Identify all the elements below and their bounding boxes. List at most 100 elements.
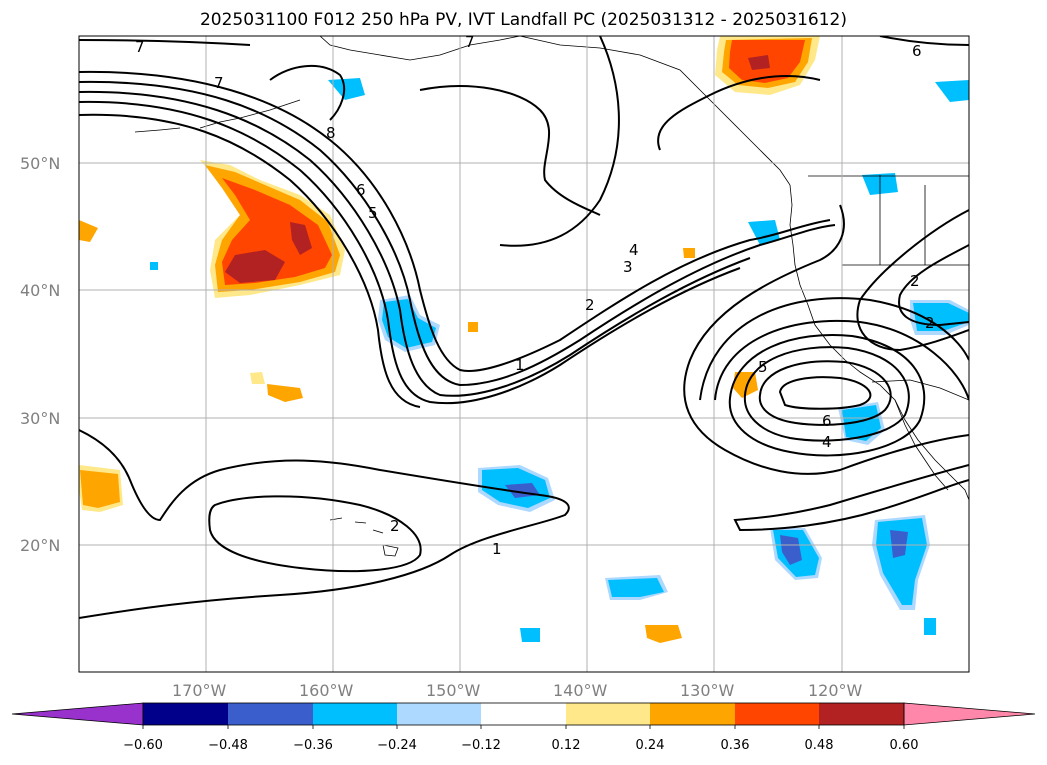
shade-negative-blob bbox=[328, 78, 365, 100]
contour-label: 5 bbox=[368, 204, 378, 222]
contour-label: 4 bbox=[822, 433, 832, 451]
colorbar-tick-label: 0.12 bbox=[552, 738, 581, 753]
contour-line bbox=[269, 64, 346, 121]
contour-closed bbox=[743, 346, 910, 442]
colorbar-segment bbox=[735, 703, 819, 725]
contour-label: 6 bbox=[356, 181, 366, 199]
colorbar-tick-label: 0.36 bbox=[721, 738, 750, 753]
contour-line bbox=[898, 244, 969, 327]
coastline-alaska bbox=[319, 36, 521, 61]
colorbar-tick-label: 0.24 bbox=[636, 738, 665, 753]
shade-negative-blob bbox=[935, 80, 969, 102]
contour-label: 2 bbox=[390, 517, 400, 535]
colorbar-outline bbox=[142, 702, 905, 726]
contour-line bbox=[419, 85, 601, 216]
lon-label: 120°W bbox=[808, 681, 863, 700]
lon-label: 140°W bbox=[553, 681, 608, 700]
shade-negative-blob bbox=[780, 535, 802, 565]
coastline-westcoast bbox=[789, 184, 969, 501]
shade-negative-blob bbox=[924, 618, 936, 635]
contour-label: 2 bbox=[910, 272, 920, 290]
contour-closed bbox=[208, 495, 422, 573]
colorbar-segment bbox=[566, 703, 650, 725]
contour-closed bbox=[778, 376, 872, 410]
lat-label: 30°N bbox=[20, 409, 60, 428]
ivt-contours bbox=[79, 36, 969, 619]
lat-label: 50°N bbox=[20, 154, 60, 173]
coastline-hawaii bbox=[329, 517, 399, 557]
contour-line bbox=[79, 80, 836, 387]
contour-label: 7 bbox=[135, 38, 145, 56]
colorbar: −0.60 −0.48 −0.36 −0.24 −0.12 0.12 0.24 … bbox=[11, 702, 1036, 753]
lon-label: 170°W bbox=[172, 681, 227, 700]
contour-label: 4 bbox=[629, 241, 639, 259]
coastline-islands bbox=[134, 99, 301, 133]
contour-line bbox=[79, 39, 251, 46]
contour-line bbox=[499, 36, 620, 247]
border-us-mexico bbox=[871, 379, 969, 401]
coastline-baja bbox=[894, 399, 949, 491]
contour-line bbox=[79, 429, 570, 619]
colorbar-segment bbox=[819, 703, 904, 725]
shade-positive-blob bbox=[733, 372, 758, 398]
contour-line bbox=[683, 204, 969, 475]
colorbar-extend-left bbox=[11, 702, 144, 726]
colorbar-segment bbox=[228, 703, 313, 725]
colorbar-tick-label: −0.48 bbox=[208, 738, 248, 753]
colorbar-tick-label: 0.60 bbox=[890, 738, 919, 753]
contour-label: 8 bbox=[326, 124, 336, 142]
shade-positive-blob bbox=[468, 322, 478, 332]
contour-label: 7 bbox=[214, 74, 224, 92]
contour-label: 2 bbox=[585, 296, 595, 314]
contour-line bbox=[79, 90, 751, 397]
shade-negative-blob bbox=[382, 299, 436, 348]
contour-line bbox=[79, 113, 421, 408]
contour-label: 1 bbox=[515, 356, 525, 374]
colorbar-tick-label: −0.36 bbox=[293, 738, 333, 753]
lat-label: 20°N bbox=[20, 536, 60, 555]
colorbar-extend-right bbox=[903, 702, 1036, 726]
contour-line bbox=[79, 100, 741, 405]
shade-negative-blob bbox=[876, 518, 927, 605]
contour-line bbox=[699, 297, 969, 401]
contour-line bbox=[79, 70, 831, 372]
contour-line bbox=[733, 464, 969, 532]
shade-negative-blob bbox=[842, 405, 881, 441]
shade-positive-blob bbox=[250, 372, 265, 384]
contour-label: 3 bbox=[623, 258, 633, 276]
contour-closed bbox=[758, 360, 892, 426]
gridlines bbox=[79, 36, 969, 672]
colorbar-tick-label: 0.48 bbox=[805, 738, 834, 753]
shade-positive-blob bbox=[645, 625, 682, 643]
contour-line bbox=[856, 209, 969, 352]
contour-label: 1 bbox=[492, 540, 502, 558]
shade-positive-blob bbox=[80, 470, 120, 508]
map-title: 2025031100 F012 250 hPa PV, IVT Landfall… bbox=[199, 10, 847, 30]
contour-line bbox=[657, 74, 821, 151]
latitude-labels: 50°N 40°N 30°N 20°N bbox=[20, 154, 60, 555]
shade-negative-blob bbox=[150, 262, 158, 270]
lon-label: 160°W bbox=[299, 681, 354, 700]
contour-closed bbox=[728, 334, 926, 457]
lon-label: 130°W bbox=[680, 681, 735, 700]
contour-label: 7 bbox=[465, 33, 475, 51]
shade-positive-blob bbox=[225, 250, 285, 283]
lon-label: 150°W bbox=[426, 681, 481, 700]
colorbar-segment bbox=[481, 703, 566, 725]
colorbar-tick-label: −0.24 bbox=[377, 738, 417, 753]
shade-negative-blob bbox=[520, 628, 540, 642]
contour-line bbox=[714, 319, 969, 401]
colorbar-tick-label: −0.60 bbox=[123, 738, 163, 753]
contour-label: 2 bbox=[925, 314, 935, 332]
colorbar-segment bbox=[143, 703, 228, 725]
pv-shading bbox=[79, 36, 969, 643]
colorbar-tick-label: −0.12 bbox=[461, 738, 501, 753]
contour-labels: 7 7 8 6 5 4 3 2 1 5 6 4 2 1 2 6 7 2 bbox=[135, 33, 935, 558]
shade-positive-blob bbox=[267, 384, 303, 402]
colorbar-segment bbox=[650, 703, 735, 725]
contour-label: 6 bbox=[912, 42, 922, 60]
colorbar-segment bbox=[397, 703, 481, 725]
shade-negative-blob bbox=[748, 220, 780, 245]
longitude-labels: 170°W 160°W 150°W 140°W 130°W 120°W bbox=[172, 681, 863, 700]
